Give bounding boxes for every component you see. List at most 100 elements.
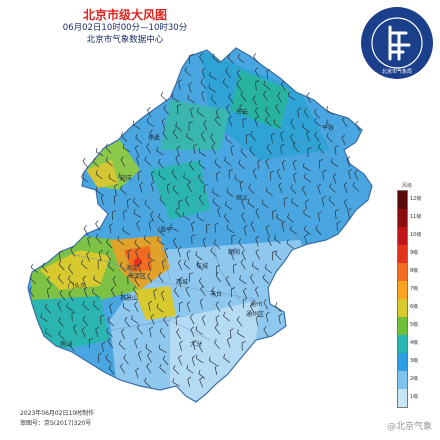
wind-barb (196, 107, 204, 117)
wind-barb (175, 122, 183, 132)
wind-barb (114, 183, 118, 195)
wind-barb (175, 315, 180, 326)
label-miyun: 密云 (236, 108, 248, 116)
wind-barb (195, 251, 203, 261)
wind-barb (132, 197, 140, 208)
wind-barb (153, 288, 158, 300)
wind-barb (46, 276, 52, 287)
wind-barb (107, 316, 115, 327)
wind-barb (231, 234, 236, 245)
wind-barb (263, 299, 269, 310)
wind-barb (241, 340, 246, 351)
wind-barb (156, 146, 164, 156)
wind-barb (215, 301, 221, 312)
wind-barb (127, 198, 132, 209)
wind-barb (224, 156, 232, 166)
wind-barb (82, 315, 89, 327)
wind-barb (164, 247, 169, 259)
wind-barb (347, 208, 352, 219)
wind-barb (330, 158, 339, 167)
legend-swatch (398, 353, 407, 371)
wind-barb (191, 234, 196, 245)
wind-barb (277, 92, 282, 103)
wind-barb (187, 94, 195, 104)
wind-barb (355, 120, 361, 132)
wind-barb (87, 236, 91, 247)
wind-barb (196, 354, 204, 364)
wind-barb (57, 274, 64, 285)
legend-label: 3级 (410, 358, 419, 364)
wind-barb (157, 158, 164, 169)
wind-barb (91, 288, 99, 298)
wind-barb (199, 298, 204, 309)
wind-barb (348, 168, 353, 180)
meteorological-logo: 北京市气象局 (361, 7, 433, 79)
wind-barb (210, 133, 216, 144)
wind-barb (240, 91, 247, 102)
wind-barb (343, 198, 348, 210)
wind-barb (206, 223, 211, 234)
wind-barb (158, 171, 166, 181)
wind-barb (95, 186, 103, 196)
legend-label: 8级 (410, 268, 419, 274)
wind-barb (236, 316, 243, 327)
wind-barb (273, 234, 281, 244)
wind-barb (147, 260, 152, 272)
wind-barb (112, 275, 117, 287)
wind-barb (95, 147, 104, 157)
wind-barb (120, 185, 127, 195)
wind-barb (280, 80, 286, 92)
wind-barb (150, 314, 155, 325)
wind-barb (250, 130, 256, 142)
wind-barb (137, 350, 142, 362)
wind-barb (262, 274, 269, 284)
wind-barb (171, 93, 180, 103)
wind-barb (319, 158, 324, 169)
wind-barb (265, 186, 273, 196)
wind-barb (200, 78, 207, 89)
wind-barb (159, 327, 166, 338)
wind-barb (303, 225, 311, 235)
wind-barb (224, 201, 233, 210)
wind-barb (240, 258, 246, 270)
wind-barb (209, 71, 217, 81)
wind-barb (135, 133, 142, 144)
legend-label: 7级 (410, 286, 419, 292)
wind-barb (67, 264, 74, 275)
wind-barb (137, 170, 142, 181)
wind-barb (314, 117, 322, 127)
wind-barb (245, 133, 250, 144)
wind-barb (107, 261, 115, 272)
wind-barb (223, 212, 230, 224)
wind-barb (201, 315, 206, 326)
legend-label: 12级 (410, 196, 422, 202)
wind-barb (270, 132, 275, 144)
wind-barb (119, 261, 126, 272)
wind-barb (228, 115, 233, 127)
wind-barb (160, 91, 168, 102)
wind-barb (68, 290, 74, 302)
wind-barb (147, 352, 152, 363)
wind-barb (144, 199, 151, 210)
wind-barb (108, 364, 115, 375)
wind-barb (306, 92, 311, 103)
wind-barb (172, 364, 180, 375)
wind-barb (82, 157, 89, 168)
wind-barb (215, 108, 220, 119)
wind-barb (107, 337, 113, 348)
wind-barb (108, 303, 113, 314)
wind-barb (241, 212, 246, 223)
wind-barb (120, 328, 125, 340)
wind-barb (151, 181, 155, 192)
wind-barb (100, 194, 105, 205)
legend-swatch (398, 191, 407, 209)
wind-barb (263, 80, 271, 90)
wind-barb (160, 290, 165, 302)
wind-barb (257, 159, 262, 170)
wind-barb (254, 286, 259, 297)
wind-barb (86, 251, 90, 262)
wind-barb (179, 340, 184, 351)
wind-barb (163, 316, 169, 327)
wind-barb (225, 275, 231, 287)
wind-barb (101, 341, 106, 352)
